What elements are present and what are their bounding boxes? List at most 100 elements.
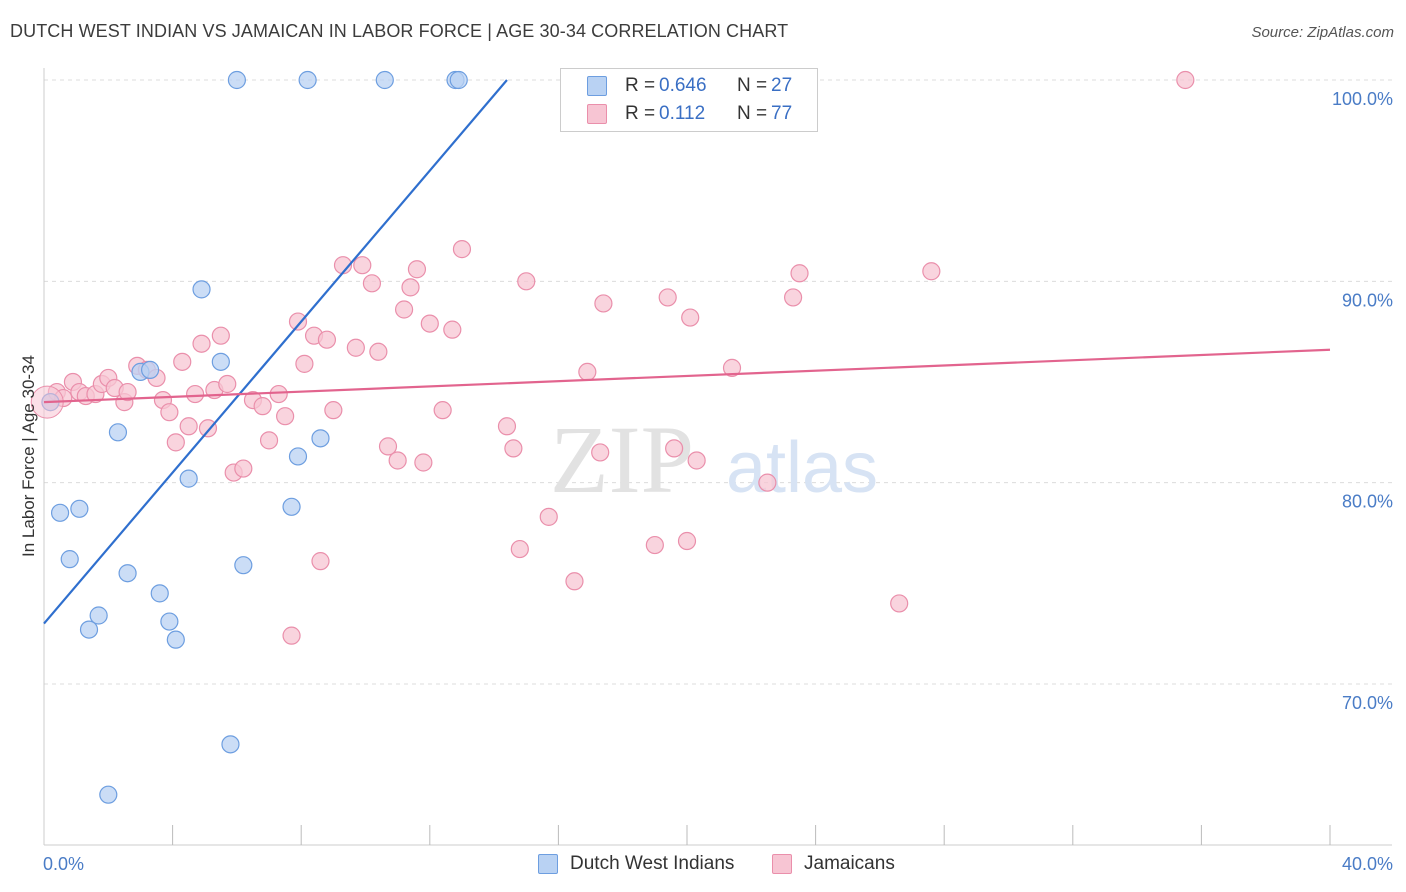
stats-legend-row-pink: R = 0.112 N = 77	[587, 101, 792, 127]
jamaican-point	[353, 256, 372, 275]
jamaican-point	[282, 626, 301, 645]
dutch-west-indian-point	[311, 429, 330, 448]
jamaican-point	[218, 374, 237, 394]
y-axis-label: In Labor Force | Age 30-34	[19, 355, 38, 557]
jamaican-point	[362, 274, 382, 293]
grid-layer	[44, 79, 1392, 685]
dutch-west-indian-point	[160, 612, 179, 631]
jamaican-point	[783, 288, 803, 307]
legend-item-dutch-west-indians[interactable]: Dutch West Indians	[538, 851, 734, 877]
jamaican-point	[173, 352, 192, 371]
jamaican-point	[645, 535, 664, 555]
legend-label: Dutch West Indians	[570, 853, 735, 874]
chart-source: Source: ZipAtlas.com	[1251, 24, 1394, 41]
dutch-west-indian-point	[227, 70, 246, 90]
dutch-west-indian-point	[179, 469, 198, 488]
jamaican-point	[160, 403, 179, 422]
dutch-west-indian-point	[50, 503, 70, 522]
jamaican-point	[658, 288, 677, 307]
jamaican-point	[388, 451, 407, 470]
jamaican-point	[517, 272, 536, 291]
pink-swatch	[587, 104, 607, 124]
jamaican-point	[790, 264, 809, 283]
stats-legend-row-blue: R = 0.646 N = 27	[587, 73, 792, 99]
r-value: 0.646	[659, 75, 707, 96]
dutch-west-indian-point	[108, 423, 128, 442]
jamaican-point	[324, 401, 343, 420]
jamaican-point	[594, 294, 613, 313]
legend-swatch-pink	[772, 854, 792, 874]
jamaican-point	[378, 437, 398, 456]
jamaican-point	[758, 473, 777, 492]
jamaican-point	[539, 507, 558, 526]
jamaican-point	[504, 439, 523, 458]
jamaican-point	[1176, 70, 1195, 90]
watermark: ZIP atlas	[550, 406, 878, 513]
jamaican-point	[681, 308, 700, 327]
legend-item-jamaicans[interactable]: Jamaicans	[772, 851, 895, 877]
dutch-west-indian-point	[70, 499, 89, 518]
y-tick-label: 70.0%	[1342, 693, 1393, 713]
jamaican-point	[311, 552, 330, 571]
dutch-west-indian-point	[150, 584, 169, 603]
jamaican-point	[234, 459, 253, 478]
n-label: N =	[737, 75, 768, 96]
jamaican-point	[369, 342, 388, 361]
dutch-west-indian-point	[449, 70, 468, 90]
n-value: 77	[771, 103, 793, 124]
watermark-zip: ZIP	[550, 406, 694, 513]
jamaican-point	[420, 314, 439, 333]
dutch-west-indian-point	[375, 70, 394, 90]
jamaican-point	[687, 451, 706, 470]
jamaican-point	[890, 594, 909, 613]
stats-legend: R = 0.646 N = 27 R = 0.112 N = 77	[560, 68, 818, 132]
jamaican-point	[198, 419, 218, 438]
jamaican-point	[186, 384, 205, 404]
jamaican-point	[722, 358, 742, 377]
watermark-atlas: atlas	[726, 428, 878, 508]
legend-label: Jamaicans	[804, 853, 895, 874]
jamaican-point	[665, 439, 684, 458]
jamaican-point	[510, 539, 529, 559]
dutch-west-indian-point	[288, 447, 308, 466]
y-tick-label: 100.0%	[1332, 89, 1393, 109]
dutch-west-indian-point	[140, 360, 160, 379]
jamaican-point	[401, 278, 420, 297]
dutch-west-indian-point	[298, 70, 317, 90]
dutch-west-indian-point	[89, 606, 108, 625]
label-layer: 70.0% 80.0% 90.0% 100.0% 0.0% 40.0% In Labor F…	[19, 89, 1393, 874]
dutch-west-indian-point	[118, 564, 137, 583]
chart-title: DUTCH WEST INDIAN VS JAMAICAN IN LABOR F…	[10, 21, 789, 41]
r-label: R =	[625, 103, 656, 124]
r-value: 0.112	[659, 103, 706, 124]
dutch-west-indian-trendline	[43, 79, 508, 625]
jamaican-point	[253, 397, 272, 416]
n-label: N =	[737, 103, 768, 124]
y-tick-label: 80.0%	[1342, 492, 1393, 512]
jamaican-point	[346, 338, 365, 357]
jamaican-point	[192, 334, 211, 353]
axis-layer	[43, 68, 1392, 846]
y-tick-label: 90.0%	[1342, 290, 1393, 310]
jamaican-point	[276, 407, 295, 426]
jamaican-point	[565, 572, 584, 591]
dutch-west-indian-point	[234, 556, 253, 575]
dutch-west-indian-point	[60, 550, 79, 569]
jamaican-point	[211, 326, 230, 345]
jamaican-point	[295, 354, 314, 373]
jamaican-point	[433, 401, 452, 420]
dutch-west-indian-point	[99, 785, 118, 804]
jamaican-point	[407, 260, 427, 279]
jamaican-point	[118, 382, 137, 402]
jamaican-point	[394, 300, 414, 319]
jamaican-point	[443, 320, 462, 339]
jamaican-point	[591, 443, 610, 462]
dutch-west-indian-point	[166, 630, 185, 649]
jamaican-point	[452, 240, 472, 259]
dutch-west-indian-point	[79, 620, 99, 639]
jamaican-point	[317, 330, 337, 349]
jamaican-point	[288, 312, 308, 331]
dutch-west-indian-point	[282, 497, 301, 516]
trend-layer	[43, 79, 1331, 625]
